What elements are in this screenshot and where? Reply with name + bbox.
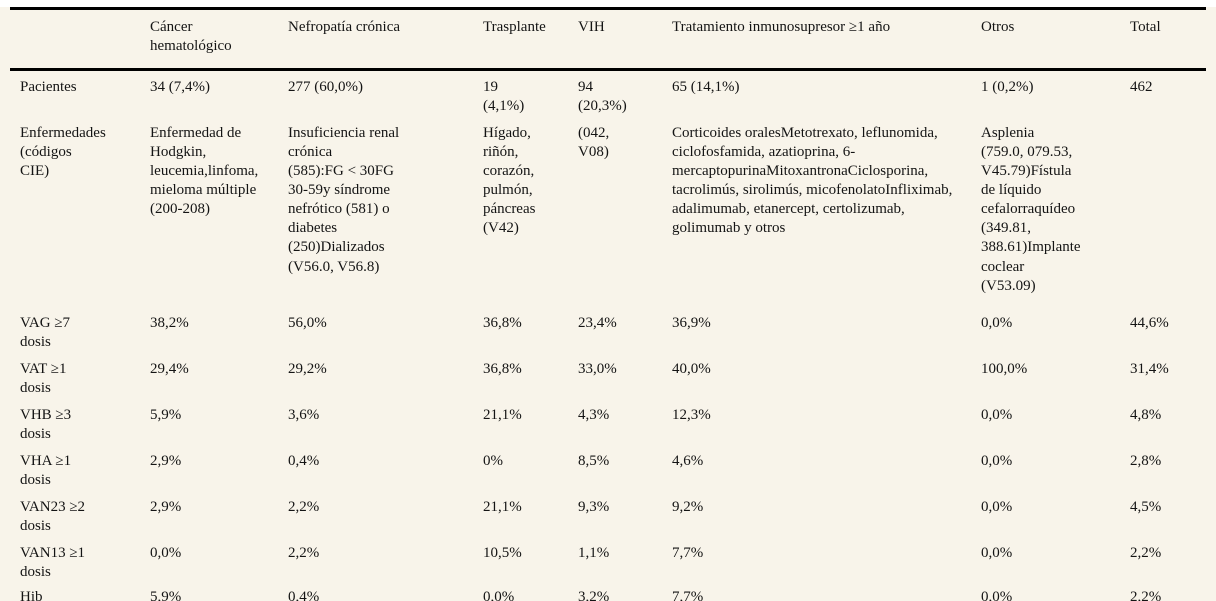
table-cell: 0,0% [483,589,515,601]
row-label: VAG ≥7 dosis [20,314,71,350]
table-cell: 5,9% [150,589,182,601]
table-cell: 2,8% [1130,452,1162,469]
column-header-trasplante: Trasplante [483,8,578,72]
table-row-vhb: VHB ≥3 dosis 5,9% 3,6% 21,1% 4,3% 12,3% … [10,402,1206,448]
table-cell: 0,0% [981,498,1013,515]
table-cell: 21,1% [483,406,522,423]
table-cell: 2,2% [288,498,320,515]
row-label: VHA ≥1 dosis [20,452,72,488]
table-cell: 8,5% [578,452,610,469]
table-cell: 23,4% [578,314,617,331]
table-cell: 1,1% [578,545,610,562]
table-cell: 7,7% [672,545,704,562]
table-cell: 29,2% [288,360,327,377]
row-label: VAT ≥1 dosis [20,360,67,396]
table-cell: 277 (60,0%) [288,79,363,96]
page-top-margin [0,0,1216,7]
table-cell: 38,2% [150,314,189,331]
table-row-van23: VAN23 ≥2 dosis 2,9% 2,2% 21,1% 9,3% 9,2%… [10,494,1206,540]
table-cell: 4,6% [672,452,704,469]
table-cell: 5,9% [150,406,182,423]
row-label: Hib [20,589,43,601]
table-cell: 4,3% [578,406,610,423]
table-cell: 0,0% [981,589,1013,601]
table-cell: 29,4% [150,360,189,377]
table-cell: 36,8% [483,314,522,331]
column-header-vih: VIH [578,8,672,72]
table-row-hib: Hib 5,9% 0,4% 0,0% 3,2% 7,7% 0,0% 2,2% [10,586,1206,601]
table-cell: 94 (20,3%) [578,79,627,115]
table-cell: 36,9% [672,314,711,331]
row-label: VAN23 ≥2 dosis [20,498,86,535]
column-header-empty [10,8,150,72]
table-cell: 31,4% [1130,360,1169,377]
table-cell: 0,0% [981,545,1013,562]
column-header-total: Total [1130,8,1206,72]
table-cell: 3,2% [578,589,610,601]
table-cell: 2,2% [288,545,320,562]
table-row-enfermedades: Enfermedades (códigos CIE) Enfermedad de… [10,120,1206,309]
table-cell: 0,0% [150,545,182,562]
table-cell: 2,9% [150,452,182,469]
column-header-tratamiento-inmunosupresor: Tratamiento inmunosupresor ≥1 año [672,8,981,72]
table-cell: 34 (7,4%) [150,79,210,96]
table-cell: 0,4% [288,589,320,601]
table-cell: 9,2% [672,498,704,515]
table-cell: 462 [1130,79,1153,96]
table-cell: 10,5% [483,545,522,562]
table-cell: 0,0% [981,406,1013,423]
table-cell: 2,9% [150,498,182,515]
table-row-vat: VAT ≥1 dosis 29,4% 29,2% 36,8% 33,0% 40,… [10,356,1206,402]
column-header-otros: Otros [981,8,1130,72]
table-row-vag: VAG ≥7 dosis 38,2% 56,0% 36,8% 23,4% 36,… [10,310,1206,356]
table-cell: 0,4% [288,452,320,469]
table-cell: 65 (14,1%) [672,79,740,96]
table-cell: 21,1% [483,498,522,515]
column-header-nefropatia-cronica: Nefropatía crónica [288,8,483,72]
table-cell: 4,5% [1130,498,1162,515]
table-cell: 100,0% [981,360,1028,377]
table-cell: Enfermedad de Hodgkin, leucemia,linfoma,… [150,125,259,218]
table-container: Cáncer hematológico Nefropatía crónica T… [10,7,1206,601]
table-cell: 19 (4,1%) [483,79,525,115]
table-cell: 1 (0,2%) [981,79,1034,96]
table-cell: Hígado, riñón, corazón, pulmón, páncreas… [483,125,536,237]
table-row-van13: VAN13 ≥1 dosis 0,0% 2,2% 10,5% 1,1% 7,7%… [10,540,1206,586]
table-cell: 36,8% [483,360,522,377]
table-cell: 0,0% [981,452,1013,469]
table-cell: (042, V08) [578,125,610,161]
table-cell: Asplenia (759.0, 079.53, V45.79)Fístula … [981,125,1081,294]
table-row-vha: VHA ≥1 dosis 2,9% 0,4% 0% 8,5% 4,6% 0,0%… [10,448,1206,494]
table-cell: 9,3% [578,498,610,515]
table-cell: 4,8% [1130,406,1162,423]
table-row-pacientes: Pacientes 34 (7,4%) 277 (60,0%) 19 (4,1%… [10,70,1206,121]
table-cell: 12,3% [672,406,711,423]
table-cell [1130,120,1206,309]
table-cell: Corticoides oralesMetotrexato, leflunomi… [672,125,953,237]
table-cell: 2,2% [1130,589,1162,601]
column-header-cancer-hematologico: Cáncer hematológico [150,8,288,72]
table-cell: 2,2% [1130,545,1162,562]
table-cell: 33,0% [578,360,617,377]
table-cell: 44,6% [1130,314,1169,331]
row-label: Pacientes [20,79,77,96]
table-cell: 40,0% [672,360,711,377]
row-label: VHB ≥3 dosis [20,406,72,442]
patient-groups-table: Cáncer hematológico Nefropatía crónica T… [10,7,1206,601]
row-label: Enfermedades (códigos CIE) [20,125,106,180]
table-cell: Insuficiencia renal crónica (585):FG < 3… [288,125,400,275]
row-label: VAN13 ≥1 dosis [20,545,86,581]
table-cell: 3,6% [288,406,320,423]
header-row: Cáncer hematológico Nefropatía crónica T… [10,8,1206,72]
table-cell: 7,7% [672,589,704,601]
table-cell: 0% [483,452,503,469]
table-cell: 0,0% [981,314,1013,331]
table-cell: 56,0% [288,314,327,331]
